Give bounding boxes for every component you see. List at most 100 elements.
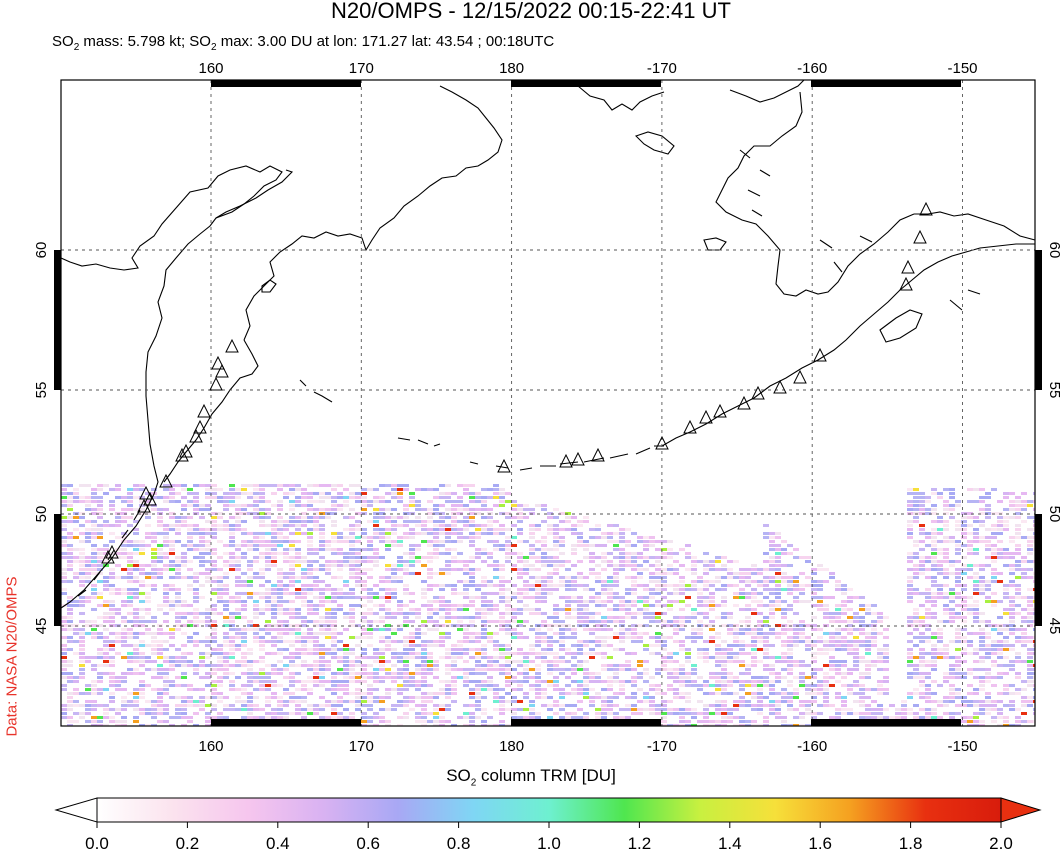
swath-pixel (499, 532, 505, 535)
swath-pixel (97, 508, 103, 511)
swath-pixel (847, 620, 853, 623)
swath-pixel (931, 548, 937, 551)
swath-pixel (139, 632, 145, 635)
swath-pixel (319, 664, 325, 667)
swath-pixel (313, 668, 319, 671)
swath-pixel (349, 524, 355, 527)
swath-pixel (967, 644, 973, 647)
swath-pixel (577, 640, 583, 643)
swath-pixel (1003, 612, 1009, 615)
swath-pixel (883, 668, 889, 671)
swath-pixel (91, 608, 97, 611)
swath-pixel (295, 608, 301, 611)
swath-pixel (805, 704, 811, 707)
swath-pixel (517, 636, 523, 639)
swath-pixel (583, 620, 589, 623)
swath-pixel (913, 500, 919, 503)
swath-pixel (1033, 548, 1035, 551)
swath-pixel (925, 640, 931, 643)
swath-pixel (565, 576, 571, 579)
swath-pixel (949, 668, 955, 671)
swath-pixel (445, 524, 451, 527)
swath-pixel (613, 532, 619, 535)
swath-pixel (145, 708, 151, 711)
swath-pixel (853, 664, 859, 667)
swath-pixel (205, 636, 211, 639)
swath-pixel (829, 616, 835, 619)
swath-pixel (601, 616, 607, 619)
swath-pixel (187, 688, 193, 691)
swath-pixel (325, 660, 331, 663)
swath-pixel (265, 696, 271, 699)
swath-pixel (67, 680, 73, 683)
swath-pixel (679, 576, 685, 579)
swath-pixel (505, 580, 511, 583)
swath-pixel (253, 544, 259, 547)
swath-pixel (1003, 688, 1009, 691)
swath-pixel (985, 668, 991, 671)
swath-pixel (151, 620, 157, 623)
swath-pixel (349, 492, 355, 495)
swath-pixel (565, 648, 571, 651)
swath-pixel (937, 620, 943, 623)
swath-pixel (619, 632, 625, 635)
swath-pixel (967, 672, 973, 675)
swath-pixel (205, 544, 211, 547)
swath-pixel (643, 616, 649, 619)
swath-pixel (97, 512, 103, 515)
swath-pixel (619, 616, 625, 619)
swath-pixel (775, 548, 781, 551)
swath-pixel (283, 552, 289, 555)
swath-pixel (211, 520, 217, 523)
swath-pixel (517, 596, 523, 599)
swath-pixel (157, 672, 163, 675)
swath-pixel (493, 608, 499, 611)
swath-pixel (703, 656, 709, 659)
swath-pixel (313, 516, 319, 519)
swath-pixel (169, 684, 175, 687)
swath-pixel (523, 560, 529, 563)
swath-pixel (811, 592, 817, 595)
swath-pixel (253, 488, 259, 491)
swath-pixel (385, 608, 391, 611)
swath-pixel (637, 552, 643, 555)
swath-pixel (373, 520, 379, 523)
swath-pixel (259, 544, 265, 547)
swath-pixel (121, 628, 127, 631)
swath-pixel (379, 556, 385, 559)
swath-pixel (535, 600, 541, 603)
swath-pixel (343, 672, 349, 675)
swath-pixel (913, 488, 919, 491)
swath-pixel (601, 688, 607, 691)
swath-pixel (523, 696, 529, 699)
swath-pixel (451, 500, 457, 503)
swath-pixel (409, 676, 415, 679)
swath-pixel (421, 696, 427, 699)
swath-pixel (931, 648, 937, 651)
swath-pixel (649, 696, 655, 699)
swath-pixel (295, 532, 301, 535)
swath-pixel (619, 564, 625, 567)
swath-pixel (331, 512, 337, 515)
swath-pixel (79, 648, 85, 651)
swath-pixel (235, 564, 241, 567)
swath-pixel (253, 536, 259, 539)
swath-pixel (757, 676, 763, 679)
swath-pixel (343, 560, 349, 563)
swath-pixel (157, 648, 163, 651)
swath-pixel (655, 580, 661, 583)
swath-pixel (505, 612, 511, 615)
swath-pixel (721, 660, 727, 663)
swath-pixel (343, 540, 349, 543)
swath-pixel (787, 624, 793, 627)
swath-pixel (1033, 560, 1035, 563)
swath-pixel (721, 680, 727, 683)
swath-pixel (469, 704, 475, 707)
swath-pixel (763, 676, 769, 679)
swath-pixel (643, 700, 649, 703)
swath-pixel (751, 696, 757, 699)
swath-pixel (499, 628, 505, 631)
swath-pixel (265, 580, 271, 583)
swath-pixel (547, 576, 553, 579)
swath-pixel (295, 520, 301, 523)
